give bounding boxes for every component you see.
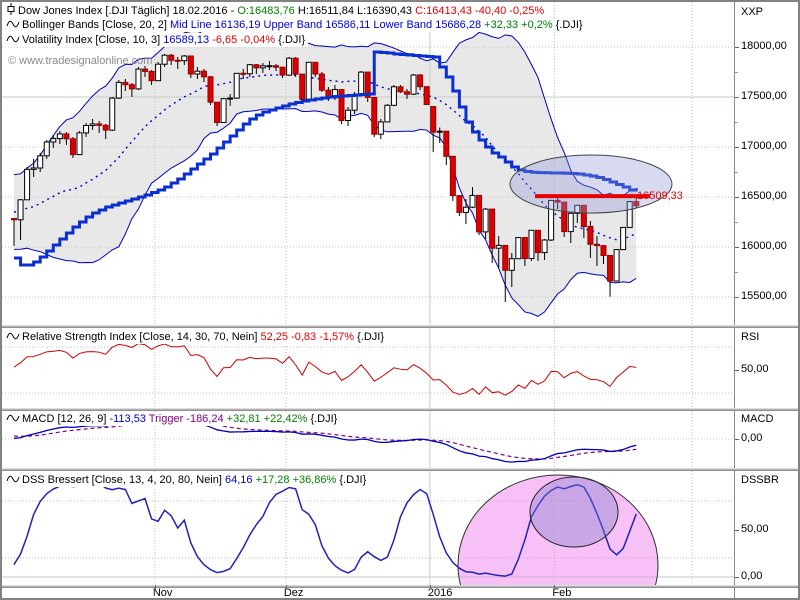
header-text-segment: DSS Bressert [Close, 13, 4, 20, 80, Nein… <box>22 474 225 486</box>
panel-splitter[interactable] <box>2 325 798 328</box>
macd-header[interactable]: MACD [12, 26, 9] -113,53 Trigger -186,24… <box>5 412 341 426</box>
ellipse-annotation[interactable] <box>509 154 673 214</box>
date-tick <box>554 585 556 589</box>
header-text-segment: Trigger -186,24 <box>148 413 227 425</box>
axis-tick <box>735 577 739 578</box>
macd-axis-label: MACD <box>741 413 774 425</box>
bollinger-header[interactable]: Bollinger Bands [Close, 20, 2] Mid Line … <box>5 18 586 32</box>
candlestick-icon <box>7 3 15 15</box>
user-tag-label: XXP <box>741 6 764 18</box>
price-axis-label: 15500,00 <box>741 290 787 302</box>
axis-tick <box>735 370 739 371</box>
date-axis-label: Nov <box>152 587 173 599</box>
header-text-segment: 16589,13 <box>163 34 213 46</box>
axis-tick <box>735 197 739 198</box>
volatility-header[interactable]: Volatility Index [Close, 10, 3] 16589,13… <box>5 33 309 47</box>
bollinger-mid-line[interactable] <box>13 73 637 241</box>
axis-tick <box>735 122 738 123</box>
dss-panel[interactable] <box>2 471 734 585</box>
price-axis-label: 17500,00 <box>741 90 787 102</box>
price-axis-label: 16500,00 <box>741 190 787 202</box>
macd-trigger-line[interactable] <box>13 421 637 460</box>
header-text-segment: MACD [12, 26, 9] <box>22 413 110 425</box>
axis-tick <box>735 47 739 48</box>
wave-icon <box>6 35 20 43</box>
macd-axis-value: 0,00 <box>741 432 763 444</box>
axis-tick <box>735 529 739 531</box>
header-text-segment: O:16483,76 <box>237 5 298 17</box>
rsi-axis-label: RSI <box>741 331 760 343</box>
dss-axis-value: 0,00 <box>741 570 763 582</box>
panel-splitter[interactable] <box>2 468 798 471</box>
axis-tick <box>735 147 739 148</box>
price-axis-label: 16000,00 <box>741 240 787 252</box>
watermark: © www.tradesignalonline.com <box>8 55 153 67</box>
header-text-segment: 52,25 -0,83 -1,57% <box>260 331 358 343</box>
header-text-segment: 64,16 <box>224 474 256 486</box>
date-axis-label: Feb <box>552 587 572 599</box>
rsi-header[interactable]: Relative Strength Index [Close, 14, 30, … <box>5 330 388 344</box>
header-text-segment: +32,81 +22,42% <box>226 413 311 425</box>
header-text-segment: Volatility Index [Close, 10, 3] <box>22 34 164 46</box>
volatility-index-line[interactable] <box>14 50 638 267</box>
header-text-segment: {.DJI} <box>310 413 338 425</box>
date-tick <box>285 585 287 589</box>
axis-tick <box>735 272 738 273</box>
axis-tick <box>735 222 738 223</box>
panel-splitter[interactable] <box>2 408 798 411</box>
axis-tick <box>735 172 738 173</box>
candlestick-series[interactable] <box>11 54 640 302</box>
dss-axis-value: 50,00 <box>741 522 769 535</box>
date-axis-label: 2016 <box>427 587 453 599</box>
panel-splitter[interactable] <box>2 585 798 588</box>
wave-icon <box>6 414 20 422</box>
main-price-panel[interactable] <box>2 2 734 325</box>
header-text-segment: Dow Jones Index [.DJI Täglich] 18.02.201… <box>18 5 238 17</box>
price-axis-label: 17000,00 <box>741 140 787 152</box>
axis-tick <box>735 97 739 98</box>
header-text-segment: {.DJI} <box>357 331 385 343</box>
circle-annotation[interactable] <box>529 476 619 548</box>
wave-icon <box>6 20 20 28</box>
header-text-segment: {.DJI} <box>555 19 583 31</box>
date-axis[interactable] <box>2 588 734 600</box>
header-text-segment: +32,33 +0,2% <box>484 19 556 31</box>
wave-icon <box>6 475 20 483</box>
security-header[interactable]: Dow Jones Index [.DJI Täglich] 18.02.201… <box>5 3 548 17</box>
axis-tick <box>735 439 739 440</box>
date-axis-label: Dez <box>283 587 304 599</box>
header-text-segment: H:16511,84 L:16390,43 <box>297 5 416 17</box>
dss-line[interactable] <box>13 482 637 577</box>
bollinger-upper-line[interactable] <box>13 30 637 198</box>
date-tick <box>429 585 431 589</box>
header-text-segment: Bollinger Bands [Close, 20, 2] <box>22 19 170 31</box>
axis-tick <box>735 72 738 73</box>
header-text-segment: -6,65 -0,04% <box>212 34 279 46</box>
bollinger-band-fill <box>14 30 637 317</box>
bollinger-lower-line[interactable] <box>13 108 637 317</box>
rsi-axis-value: 50,00 <box>741 363 769 375</box>
header-text-segment: C:16413,43 -40,40 -0,25% <box>415 5 545 17</box>
axis-tick <box>735 297 739 298</box>
rsi-line[interactable] <box>13 343 637 396</box>
price-alert-label[interactable]: 16509,33 <box>637 190 683 203</box>
header-text-segment: {.DJI} <box>339 474 367 486</box>
price-axis-column[interactable] <box>734 2 799 598</box>
date-tick <box>154 585 156 589</box>
header-text-segment: +17,28 +36,86% <box>255 474 340 486</box>
dss-header[interactable]: DSS Bressert [Close, 13, 4, 20, 80, Nein… <box>5 473 370 487</box>
ellipse-annotation[interactable] <box>457 474 659 585</box>
header-text-segment: {.DJI} <box>278 34 306 46</box>
header-text-segment: Relative Strength Index [Close, 14, 30, … <box>22 331 261 343</box>
header-text-segment: -113,53 <box>109 413 149 425</box>
header-text-segment: Mid Line 16136,19 Upper Band 16586,11 Lo… <box>169 19 485 31</box>
axis-tick <box>735 247 739 248</box>
wave-icon <box>6 332 20 340</box>
dss-axis-label: DSSBR <box>741 474 779 486</box>
price-axis-label: 18000,00 <box>741 40 787 52</box>
